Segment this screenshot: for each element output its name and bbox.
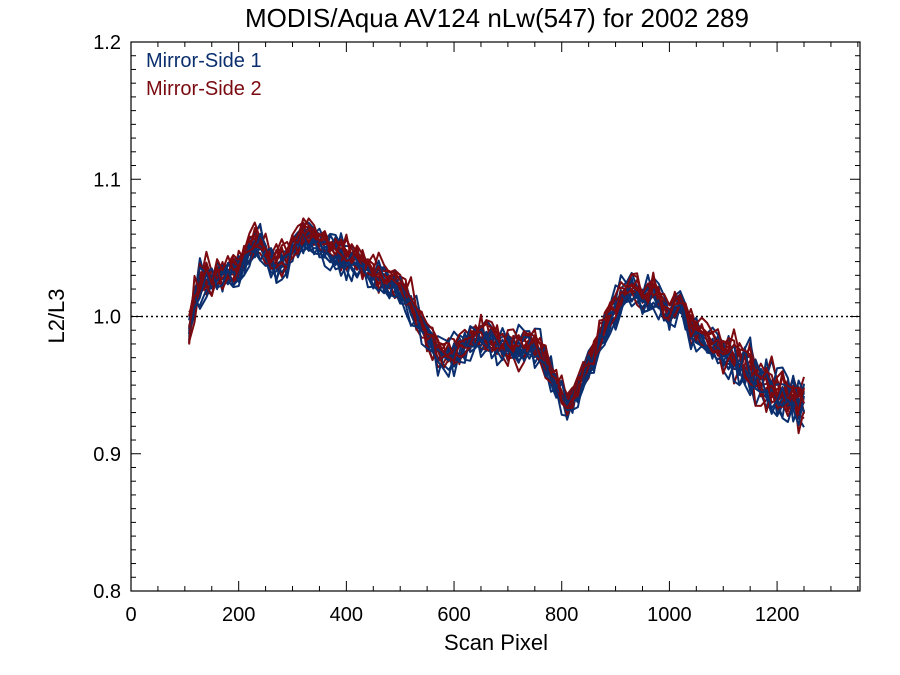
x-tick-label: 1000 [647, 604, 692, 626]
chart-title: MODIS/Aqua AV124 nLw(547) for 2002 289 [245, 3, 749, 33]
y-tick-label: 0.9 [93, 444, 121, 466]
x-tick-label: 400 [330, 604, 363, 626]
legend-mirror-side-1: Mirror-Side 1 [146, 50, 262, 72]
y-axis-label: L2/L3 [44, 288, 69, 343]
x-tick-label: 0 [125, 604, 136, 626]
series-line-mirror-side-2 [188, 232, 805, 435]
x-tick-label: 1200 [755, 604, 800, 626]
legend-mirror-side-2: Mirror-Side 2 [146, 78, 262, 100]
plot-border [130, 41, 861, 592]
x-tick-label: 200 [222, 604, 255, 626]
x-axis-label: Scan Pixel [444, 630, 548, 655]
y-axis: 0.8 0.9 1.0 1.1 1.2 [93, 32, 860, 603]
y-tick-label: 1.1 [93, 169, 121, 191]
series-line-mirror-side-1 [188, 231, 805, 415]
x-tick-label: 800 [545, 604, 578, 626]
series-line-mirror-side-2 [188, 228, 805, 416]
y-tick-label: 1.0 [93, 307, 121, 329]
x-tick-label: 600 [437, 604, 470, 626]
x-axis: 0 200 400 600 800 1000 1200 [125, 42, 859, 626]
y-tick-label: 1.2 [93, 32, 121, 54]
series-group [188, 217, 805, 435]
plot-frame [130, 41, 861, 592]
series-line-mirror-side-2 [188, 217, 805, 410]
y-tick-label: 0.8 [93, 581, 121, 603]
